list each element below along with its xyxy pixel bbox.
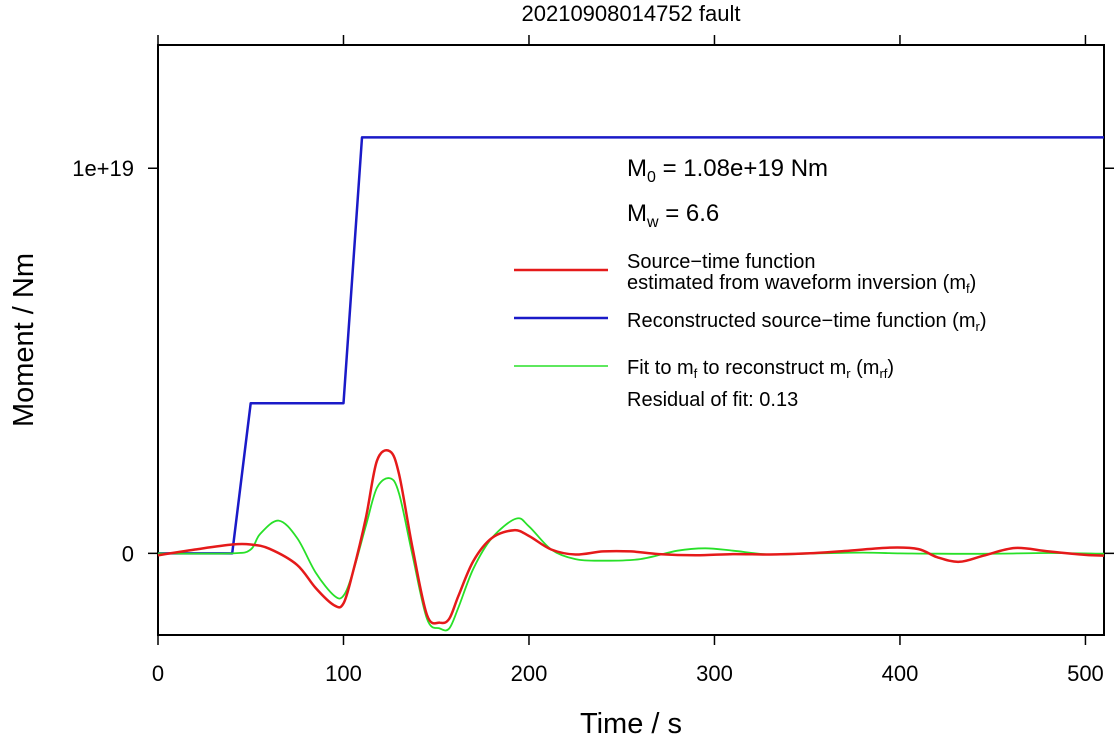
x-axis-label: Time / s — [580, 708, 682, 736]
x-axis: 0 100 200 300 400 500 — [152, 35, 1104, 686]
plot-frame — [157, 44, 1105, 636]
legend-green-sub3: rf — [879, 366, 887, 381]
legend-blue-text: Reconstructed source−time function (m — [627, 310, 976, 332]
x-tick-label: 200 — [511, 661, 548, 686]
legend-red-sub: f — [966, 281, 970, 296]
legend-label-red-line1: Source−time function — [627, 251, 815, 273]
legend-red-tail: ) — [970, 272, 977, 294]
mw-subscript: w — [646, 214, 659, 231]
chart-title: 20210908014752 fault — [522, 1, 741, 26]
legend-red-text: estimated from waveform inversion (m — [627, 272, 966, 294]
y-tick-label: 1e+19 — [72, 156, 134, 181]
x-tick-label: 500 — [1067, 661, 1104, 686]
m0-subscript: 0 — [647, 169, 656, 186]
y-tick-label: 0 — [122, 541, 134, 566]
residual-annotation: Residual of fit: 0.13 — [627, 389, 798, 411]
legend-label-red-line2: estimated from waveform inversion (mf) — [627, 272, 976, 296]
m0-annotation: M0 = 1.08e+19 Nm — [627, 155, 828, 186]
legend: Source−time function estimated from wave… — [514, 251, 987, 411]
mw-symbol: M — [627, 200, 647, 227]
x-tick-label: 400 — [882, 661, 919, 686]
m0-symbol: M — [627, 155, 647, 182]
x-tick-label: 300 — [696, 661, 733, 686]
series-line-fit — [157, 477, 1105, 632]
legend-label-green: Fit to mf to reconstruct mr (mrf) — [627, 357, 894, 381]
series-line-waveform-inversion — [157, 449, 1105, 625]
plot-area — [157, 136, 1105, 632]
y-axis: 0 1e+19 — [72, 156, 1114, 566]
m0-value: = 1.08e+19 Nm — [656, 155, 828, 182]
legend-green-text: Fit to m — [627, 357, 694, 379]
legend-label-blue: Reconstructed source−time function (mr) — [627, 310, 987, 334]
mw-annotation: Mw = 6.6 — [627, 200, 719, 231]
legend-green-mid: to reconstruct m — [697, 357, 846, 379]
legend-green-sub1: f — [694, 366, 698, 381]
y-axis-label: Moment / Nm — [8, 253, 40, 427]
mw-value: = 6.6 — [659, 200, 720, 227]
legend-blue-tail: ) — [980, 310, 987, 332]
legend-green-mid2: (m — [851, 357, 880, 379]
x-tick-label: 100 — [325, 661, 362, 686]
legend-green-tail: ) — [887, 357, 894, 379]
legend-blue-sub: r — [976, 319, 981, 334]
legend-green-sub2: r — [846, 366, 851, 381]
x-tick-label: 0 — [152, 661, 164, 686]
